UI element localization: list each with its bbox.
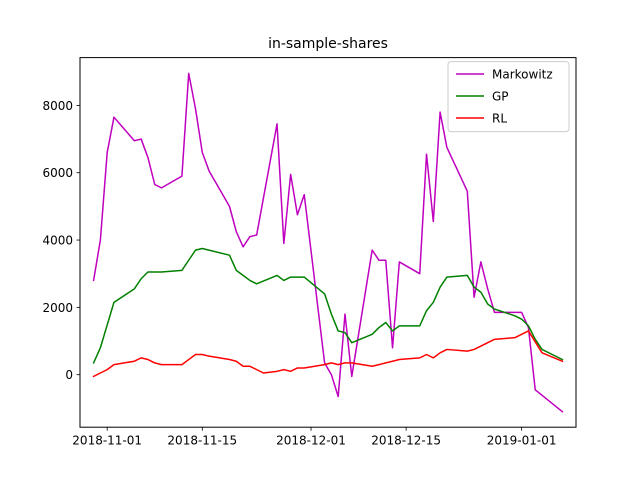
series-line-rl bbox=[92, 330, 564, 378]
legend-label-markowitz: Markowitz bbox=[492, 68, 553, 82]
x-tick-label: 2018-12-01 bbox=[276, 434, 346, 448]
series-lines bbox=[92, 72, 564, 413]
x-tick-label: 2018-12-15 bbox=[371, 434, 441, 448]
y-tick-label: 2000 bbox=[42, 301, 73, 315]
series-line-gp bbox=[92, 247, 564, 364]
x-tick-label: 2018-11-15 bbox=[167, 434, 237, 448]
y-tick-label: 8000 bbox=[42, 99, 73, 113]
legend-label-rl: RL bbox=[492, 112, 507, 126]
plot-area-frame bbox=[79, 57, 577, 428]
series-line-markowitz bbox=[92, 72, 564, 413]
y-tick-label: 0 bbox=[65, 368, 73, 382]
y-axis: 0 2000 4000 6000 8000 bbox=[42, 99, 80, 382]
chart-title: in-sample-shares bbox=[268, 36, 388, 52]
y-tick-label: 6000 bbox=[42, 166, 73, 180]
legend-label-gp: GP bbox=[492, 90, 509, 104]
x-tick-label: 2019-01-01 bbox=[487, 434, 557, 448]
y-tick-label: 4000 bbox=[42, 234, 73, 248]
x-tick-label: 2018-11-01 bbox=[72, 434, 142, 448]
legend: Markowitz GP RL bbox=[447, 61, 570, 133]
x-axis: 2018-11-01 2018-11-15 2018-12-01 2018-12-15… bbox=[72, 427, 557, 448]
legend-box bbox=[447, 61, 570, 133]
